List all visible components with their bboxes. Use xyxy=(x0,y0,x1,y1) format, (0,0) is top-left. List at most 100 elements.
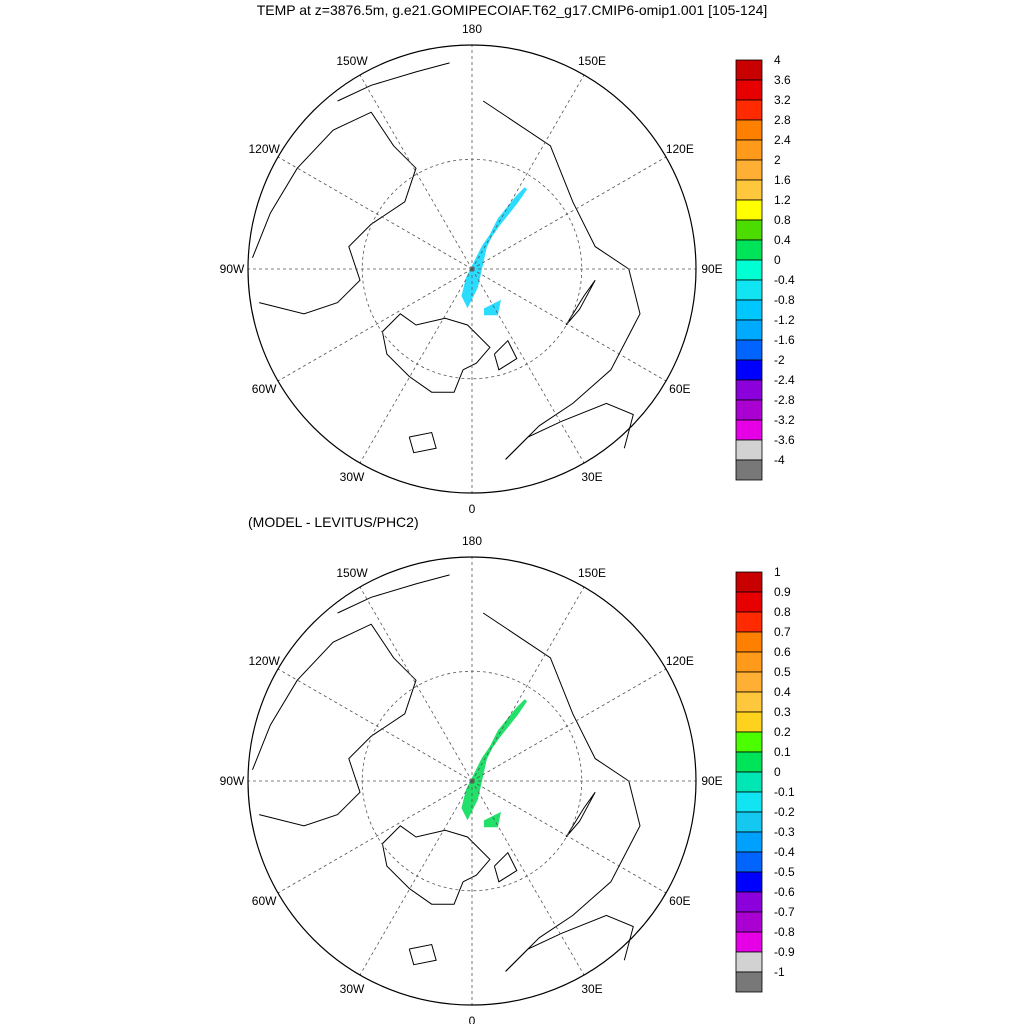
colorbar-swatch xyxy=(735,911,763,933)
bottom-polar-map: 180 150E 120E 90E 60E 30E 0 30W 60W 90W 120W 150W xyxy=(220,534,723,1024)
coastline xyxy=(381,825,491,905)
coastline xyxy=(381,313,491,393)
meridian-gridline xyxy=(471,156,667,270)
colorbar-swatch xyxy=(735,179,763,201)
colorbar-tick-label: 2 xyxy=(774,153,781,167)
top-colorbar: 4 3.6 3.2 2.8 2.4 2 1.6 1.2 0.8 0.4 0 -0.4 -0.8 -1.2 -… xyxy=(735,53,795,481)
colorbar-swatch xyxy=(735,299,763,321)
colorbar-swatch xyxy=(735,459,763,481)
colorbar-tick-label: -0.4 xyxy=(774,273,795,287)
colorbar-swatch xyxy=(735,671,763,693)
colorbar-swatch xyxy=(735,791,763,813)
difference-subtitle: (MODEL - LEVITUS/PHC2) xyxy=(248,514,419,530)
meridian-gridline xyxy=(471,586,585,782)
coastline xyxy=(252,111,417,315)
colorbar-tick-label: 0.4 xyxy=(774,233,791,247)
colorbar-swatch xyxy=(735,159,763,181)
colorbar-tick-label: -2.8 xyxy=(774,393,795,407)
meridian-gridline xyxy=(359,780,473,976)
colorbar-tick-label: -2.4 xyxy=(774,373,795,387)
field-shaded-region xyxy=(461,187,528,309)
colorbar-tick-label: 0.1 xyxy=(774,745,791,759)
colorbar-tick-label: -1.6 xyxy=(774,333,795,347)
coastline xyxy=(252,623,417,827)
colorbar-tick-label: 0.8 xyxy=(774,605,791,619)
colorbar-tick-label: 3.6 xyxy=(774,73,791,87)
longitude-label: 150W xyxy=(336,566,368,580)
colorbar-swatch xyxy=(735,199,763,221)
longitude-label: 150E xyxy=(578,54,606,68)
colorbar-tick-label: 0.9 xyxy=(774,585,791,599)
coastline xyxy=(482,612,641,972)
colorbar-swatch xyxy=(735,359,763,381)
colorbar-tick-label: 0.7 xyxy=(774,625,791,639)
colorbar-tick-label: -0.8 xyxy=(774,293,795,307)
colorbar-swatch xyxy=(735,259,763,281)
latitude-gridline xyxy=(361,158,583,380)
meridian-gridline xyxy=(471,780,585,976)
colorbar-swatch xyxy=(735,571,763,593)
colorbar-swatch xyxy=(735,339,763,361)
coastline xyxy=(493,339,518,371)
colorbar-tick-label: -1 xyxy=(774,965,785,979)
colorbar-swatch xyxy=(735,139,763,161)
colorbar-tick-label: -0.9 xyxy=(774,945,795,959)
coastline xyxy=(408,431,437,454)
coastline xyxy=(565,279,596,326)
colorbar-swatch xyxy=(735,711,763,733)
colorbar-swatch xyxy=(735,99,763,121)
colorbar-tick-label: 0.8 xyxy=(774,213,791,227)
colorbar-tick-label: 4 xyxy=(774,53,781,67)
longitude-label: 30E xyxy=(581,470,602,484)
colorbar-tick-label: 0.2 xyxy=(774,725,791,739)
colorbar-swatch xyxy=(735,631,763,653)
field-shaded-patch xyxy=(483,299,501,316)
meridian-gridline xyxy=(471,668,667,782)
colorbar-swatch xyxy=(735,831,763,853)
longitude-label: 120E xyxy=(666,142,694,156)
map-boundary xyxy=(247,556,697,1006)
colorbar-swatch xyxy=(735,971,763,993)
colorbar-tick-label: 0 xyxy=(774,765,781,779)
longitude-label: 60E xyxy=(669,894,690,908)
longitude-label: 90W xyxy=(220,774,245,788)
colorbar-tick-label: 0.6 xyxy=(774,645,791,659)
colorbar-tick-label: -0.1 xyxy=(774,785,795,799)
longitude-label: 120W xyxy=(248,654,280,668)
colorbar-tick-label: 1.2 xyxy=(774,193,791,207)
longitude-label: 90E xyxy=(701,774,722,788)
meridian-gridline xyxy=(277,668,473,782)
colorbar-swatch xyxy=(735,811,763,833)
colorbar-tick-label: -0.2 xyxy=(774,805,795,819)
colorbar-swatch xyxy=(735,731,763,753)
longitude-label: 180 xyxy=(462,534,482,548)
longitude-label: 60W xyxy=(252,382,277,396)
colorbar-tick-label: 1.6 xyxy=(774,173,791,187)
colorbar-swatch xyxy=(735,691,763,713)
top-polar-map: 180 150E 120E 90E 60E 30E 0 30W 60W 90W 120W 150W xyxy=(220,22,723,516)
longitude-label: 60E xyxy=(669,382,690,396)
coastline xyxy=(565,791,596,838)
colorbar-tick-label: -3.6 xyxy=(774,433,795,447)
longitude-label: 150E xyxy=(578,566,606,580)
colorbar-tick-label: -2 xyxy=(774,353,785,367)
meridian-gridline xyxy=(471,268,585,464)
colorbar-swatch xyxy=(735,59,763,81)
longitude-label: 120E xyxy=(666,654,694,668)
colorbar-tick-label: -0.4 xyxy=(774,845,795,859)
meridian-gridline xyxy=(359,74,473,270)
longitude-label: 120W xyxy=(248,142,280,156)
colorbar-tick-label: -4 xyxy=(774,453,785,467)
colorbar-swatch xyxy=(735,399,763,421)
plot-title: TEMP at z=3876.5m, g.e21.GOMIPECOIAF.T62… xyxy=(256,2,768,18)
colorbar-tick-label: 0.4 xyxy=(774,685,791,699)
coastline xyxy=(482,100,641,460)
coastline xyxy=(337,62,450,102)
coastline xyxy=(505,914,634,972)
colorbar-swatch xyxy=(735,279,763,301)
longitude-label: 0 xyxy=(469,502,476,516)
meridian-gridline xyxy=(359,586,473,782)
longitude-label: 90W xyxy=(220,262,245,276)
longitude-label: 150W xyxy=(336,54,368,68)
